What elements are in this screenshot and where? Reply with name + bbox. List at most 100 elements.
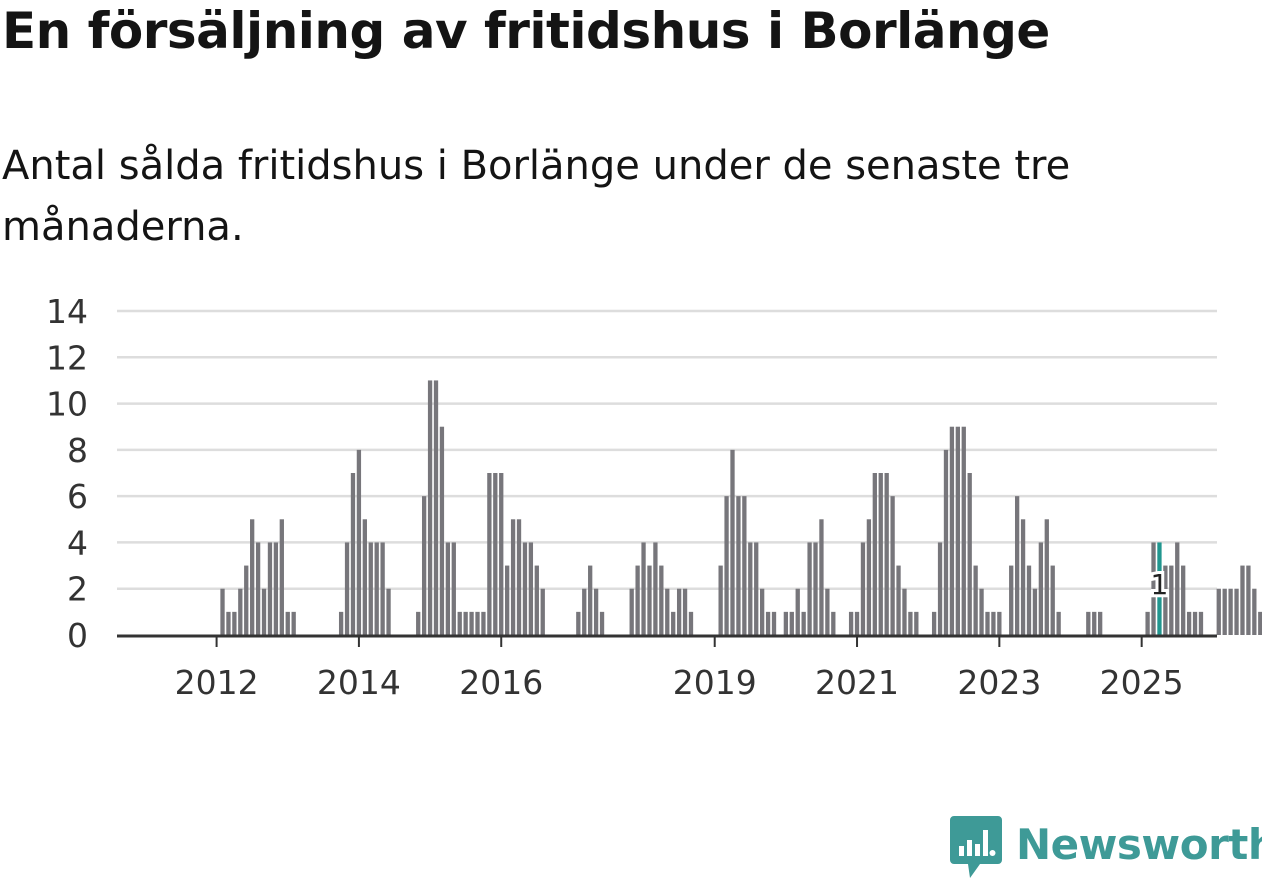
bars	[220, 380, 1262, 635]
bar	[368, 542, 373, 635]
bar	[439, 426, 445, 635]
bar	[1175, 542, 1180, 635]
bar	[884, 473, 889, 635]
bar	[676, 588, 682, 635]
bar	[931, 611, 937, 635]
bar	[1163, 565, 1168, 635]
bar	[1009, 565, 1014, 635]
bar	[226, 611, 231, 635]
bar	[469, 611, 474, 635]
bar	[854, 611, 860, 635]
bar	[528, 542, 534, 635]
bar	[1192, 611, 1198, 635]
bar	[754, 542, 759, 635]
bar	[493, 473, 498, 635]
y-tick-label: 12	[46, 338, 88, 377]
bar	[789, 611, 794, 635]
bar	[866, 519, 872, 635]
newsworthy-logo[interactable]: Newsworthy	[950, 816, 1262, 880]
bar	[1056, 611, 1061, 635]
bar	[955, 426, 960, 635]
bar	[973, 565, 978, 635]
bar	[374, 542, 379, 635]
bar	[688, 611, 694, 635]
bar	[356, 449, 362, 635]
x-tick-label: 2014	[317, 663, 401, 702]
bar	[250, 519, 255, 635]
y-tick-label: 8	[67, 431, 88, 470]
bar	[771, 611, 777, 635]
bar	[878, 473, 883, 635]
bar	[481, 611, 486, 635]
bar	[653, 542, 658, 635]
bar	[279, 519, 284, 635]
bar	[1169, 565, 1174, 635]
bar	[593, 588, 599, 635]
bar	[813, 542, 818, 635]
bar	[831, 611, 836, 635]
bar	[629, 588, 634, 635]
bar	[1252, 588, 1257, 635]
bar	[421, 496, 427, 635]
bar	[220, 588, 225, 635]
bar	[1032, 588, 1038, 635]
y-tick-label: 0	[67, 616, 88, 655]
bar	[1181, 565, 1186, 635]
bar	[1145, 611, 1150, 635]
x-axis-ticks: 2012 2014 2016 2019 2021 2023 2025	[175, 637, 1184, 702]
bar	[261, 588, 267, 635]
bar	[232, 611, 237, 635]
bar	[433, 380, 439, 635]
bar	[451, 542, 456, 635]
bar	[380, 542, 385, 635]
bar	[908, 611, 913, 635]
bar	[255, 542, 261, 635]
newsworthy-logo-icon	[950, 816, 1002, 878]
bar	[244, 565, 249, 635]
bar	[1020, 519, 1026, 635]
bar	[350, 473, 356, 635]
bar	[1186, 611, 1192, 635]
bar	[985, 611, 990, 635]
bar-chart: 0 2 4 6 8 10 12 14 2012 2014 2016 2019 2021 2023 2025…	[46, 292, 1262, 702]
bar	[647, 565, 652, 635]
y-tick-label: 2	[67, 570, 88, 609]
bar	[890, 496, 895, 635]
bar	[825, 588, 830, 635]
bar	[475, 611, 480, 635]
bar	[807, 542, 812, 635]
annotations: 1	[1148, 565, 1172, 604]
y-tick-label: 6	[67, 477, 88, 516]
bar	[819, 519, 824, 635]
bar	[902, 588, 907, 635]
bar	[801, 611, 806, 635]
bar	[860, 542, 866, 635]
y-tick-label: 10	[46, 385, 88, 424]
bar	[1086, 611, 1091, 635]
bar	[505, 565, 510, 635]
bar	[576, 611, 581, 635]
bar	[291, 611, 296, 635]
bar	[522, 542, 528, 635]
bar	[848, 611, 854, 635]
bar	[760, 588, 765, 635]
bar	[344, 542, 350, 635]
bar	[1050, 565, 1055, 635]
bar	[949, 426, 955, 635]
bar	[997, 611, 1002, 635]
bar-latest	[1157, 542, 1162, 635]
bar	[736, 496, 741, 635]
bar	[457, 611, 462, 635]
bar	[1246, 565, 1251, 635]
bar	[991, 611, 996, 635]
bar	[914, 611, 919, 635]
bar	[1044, 519, 1049, 635]
bar	[1151, 542, 1156, 635]
bar	[1222, 588, 1227, 635]
bar	[765, 611, 771, 635]
bar	[937, 542, 943, 635]
bar	[1014, 496, 1020, 635]
bar	[582, 588, 587, 635]
bar	[445, 542, 451, 635]
bar	[1026, 565, 1032, 635]
